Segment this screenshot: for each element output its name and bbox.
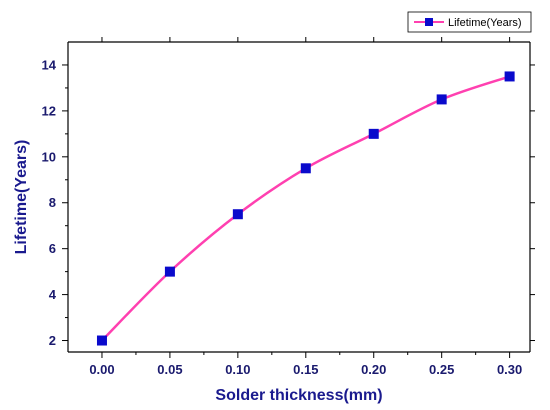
x-tick-label: 0.15 (293, 362, 318, 377)
y-tick-label: 2 (49, 333, 56, 348)
x-tick-label: 0.05 (157, 362, 182, 377)
data-point (504, 71, 515, 82)
legend-box (407, 11, 532, 33)
y-tick-label: 10 (42, 149, 56, 164)
data-point (300, 163, 311, 174)
y-tick-label: 4 (49, 287, 57, 302)
y-axis-ticks: 2 4 6 8 10 12 14 (42, 57, 535, 348)
x-axis-title: Solder thickness(mm) (215, 387, 382, 404)
x-tick-label: 0.10 (225, 362, 250, 377)
series-line (101, 75, 511, 342)
x-tick-label: 0.20 (361, 362, 386, 377)
x-axis-ticks: 0.00 0.05 0.10 0.15 0.20 0.25 0.30 (89, 37, 522, 377)
x-tick-label: 0.00 (89, 362, 114, 377)
series-markers (96, 71, 515, 346)
data-point (232, 209, 243, 220)
x-tick-label: 0.30 (497, 362, 522, 377)
y-tick-label: 12 (42, 103, 56, 118)
data-point (164, 266, 175, 277)
data-point (368, 128, 379, 139)
legend: Lifetime(Years) (407, 11, 532, 33)
legend-label: Lifetime(Years) (448, 17, 522, 29)
plot-frame (67, 41, 531, 353)
legend-marker-sample (425, 18, 433, 26)
y-tick-label: 6 (49, 241, 56, 256)
x-tick-label: 0.25 (429, 362, 454, 377)
data-point (96, 335, 107, 346)
y-tick-label: 8 (49, 195, 56, 210)
y-tick-label: 14 (42, 57, 57, 72)
y-axis-title: Lifetime(Years) (13, 140, 30, 255)
series-lines (101, 75, 511, 342)
data-point (436, 94, 447, 105)
